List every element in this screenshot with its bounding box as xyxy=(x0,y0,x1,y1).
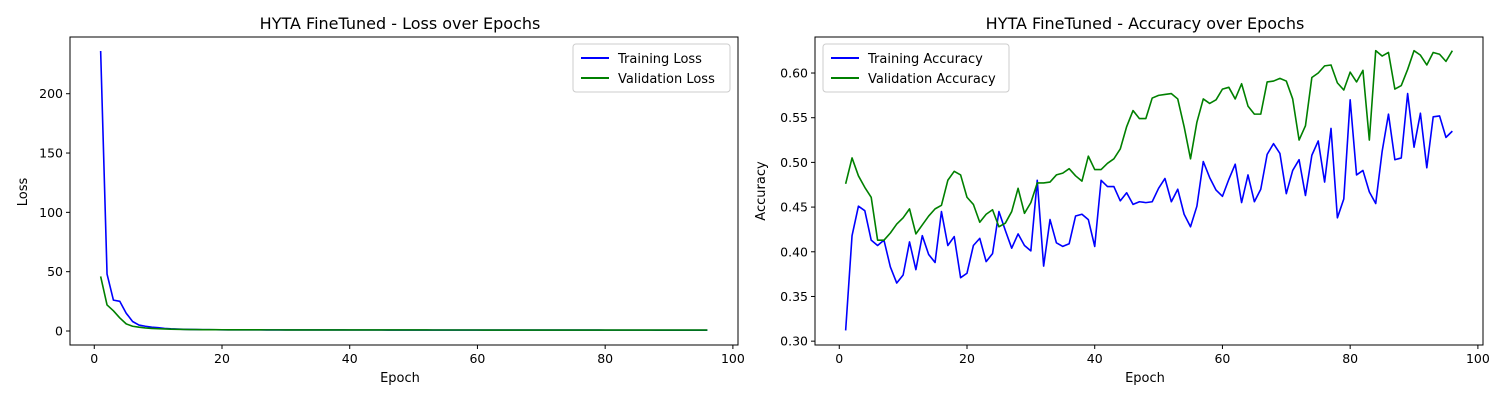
accuracy-legend-training-label: Training Accuracy xyxy=(867,52,983,67)
accuracy-y-tick-label: 0.60 xyxy=(780,66,808,81)
accuracy-series-validation-line xyxy=(844,49,1454,241)
accuracy-x-axis-label: Epoch xyxy=(1125,371,1165,386)
accuracy-x-tick-label: 0 xyxy=(835,351,843,366)
accuracy-chart: HYTA FineTuned - Accuracy over Epochs Ep… xyxy=(754,14,1490,386)
loss-x-axis-label: Epoch xyxy=(380,371,420,386)
accuracy-x-tick-label: 100 xyxy=(1466,351,1490,366)
accuracy-x-tick-label: 80 xyxy=(1342,351,1358,366)
loss-ticks: 0 20 40 60 80 100 0 50 100 150 200 xyxy=(39,86,745,366)
loss-y-axis-label: Loss xyxy=(16,178,31,207)
loss-legend-box xyxy=(572,43,731,93)
loss-y-tick-label: 200 xyxy=(39,86,63,101)
loss-x-tick-label: 80 xyxy=(597,351,613,366)
accuracy-x-tick-label: 40 xyxy=(1087,351,1103,366)
loss-y-tick-label: 150 xyxy=(39,146,63,161)
accuracy-y-tick-label: 0.50 xyxy=(780,155,808,170)
accuracy-y-tick-label: 0.35 xyxy=(780,289,808,304)
loss-y-tick-label: 100 xyxy=(39,205,63,220)
loss-series-lines xyxy=(99,50,708,331)
loss-chart: HYTA FineTuned - Loss over Epochs Epoch … xyxy=(16,14,745,386)
accuracy-y-axis-label: Accuracy xyxy=(754,161,769,221)
accuracy-y-tick-label: 0.30 xyxy=(780,334,808,349)
accuracy-x-tick-label: 20 xyxy=(959,351,975,366)
loss-legend-training-label: Training Loss xyxy=(617,52,702,67)
loss-series-validation-line xyxy=(99,276,708,331)
accuracy-ticks: 0 20 40 60 80 100 0.30 0.35 0.40 0.45 0.50 0.55 0.60 xyxy=(780,66,1490,366)
accuracy-series-training-line xyxy=(844,92,1453,331)
accuracy-legend: Training Accuracy Validation Accuracy xyxy=(822,43,1010,93)
accuracy-series-lines xyxy=(844,49,1454,331)
loss-x-tick-label: 60 xyxy=(469,351,485,366)
loss-y-tick-label: 0 xyxy=(55,324,63,339)
accuracy-legend-validation-label: Validation Accuracy xyxy=(868,72,996,87)
loss-y-tick-label: 50 xyxy=(47,264,63,279)
loss-legend: Training Loss Validation Loss xyxy=(572,43,731,93)
loss-x-tick-label: 40 xyxy=(342,351,358,366)
accuracy-x-tick-label: 60 xyxy=(1214,351,1230,366)
accuracy-legend-box xyxy=(822,43,1010,93)
accuracy-axes-frame xyxy=(814,36,1484,346)
loss-axes-frame xyxy=(69,36,739,346)
loss-x-tick-label: 0 xyxy=(90,351,98,366)
accuracy-y-tick-label: 0.55 xyxy=(780,110,808,125)
accuracy-y-tick-label: 0.45 xyxy=(780,200,808,215)
loss-x-tick-label: 100 xyxy=(721,351,745,366)
loss-chart-title: HYTA FineTuned - Loss over Epochs xyxy=(260,14,541,33)
accuracy-y-tick-label: 0.40 xyxy=(780,244,808,259)
accuracy-chart-title: HYTA FineTuned - Accuracy over Epochs xyxy=(986,14,1305,33)
loss-legend-validation-label: Validation Loss xyxy=(618,72,715,87)
loss-x-tick-label: 20 xyxy=(214,351,230,366)
